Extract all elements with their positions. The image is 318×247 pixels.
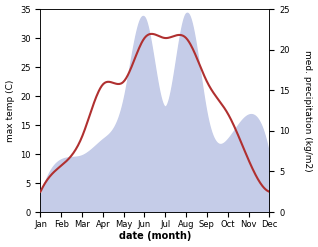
X-axis label: date (month): date (month) bbox=[119, 231, 191, 242]
Y-axis label: med. precipitation (kg/m2): med. precipitation (kg/m2) bbox=[303, 50, 313, 171]
Y-axis label: max temp (C): max temp (C) bbox=[5, 79, 15, 142]
